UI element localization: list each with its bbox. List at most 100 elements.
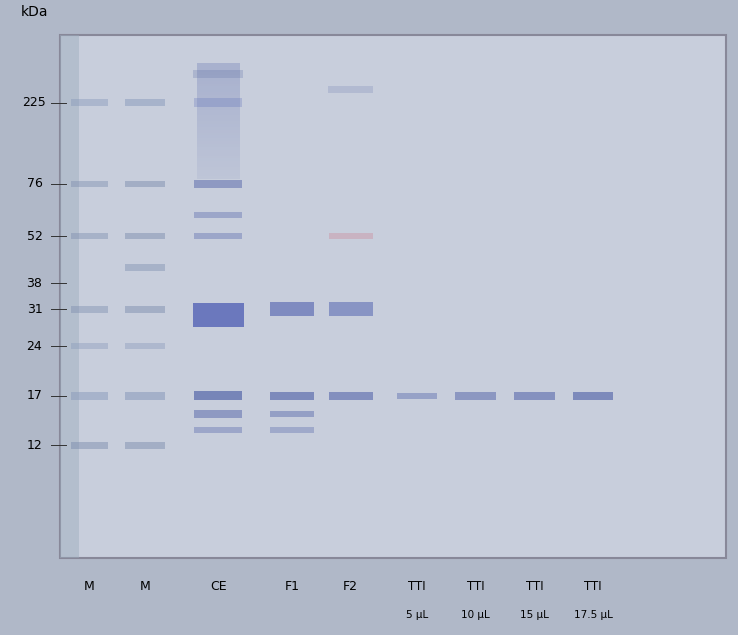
Text: M: M — [139, 580, 150, 593]
Text: 15 μL: 15 μL — [520, 610, 549, 620]
Bar — [194, 410, 242, 418]
Bar — [125, 181, 165, 187]
Bar — [72, 443, 108, 448]
Bar — [197, 69, 240, 72]
Bar — [270, 411, 314, 417]
Text: 38: 38 — [27, 277, 42, 290]
Bar — [194, 212, 242, 218]
Bar — [197, 75, 240, 78]
Bar — [72, 181, 108, 187]
Text: kDa: kDa — [21, 5, 48, 19]
Text: M: M — [84, 580, 95, 593]
Bar — [197, 152, 240, 156]
Bar — [72, 233, 108, 239]
Bar — [197, 92, 240, 95]
Bar — [197, 98, 240, 101]
Text: 17: 17 — [27, 389, 42, 402]
Bar — [270, 302, 314, 316]
Bar — [125, 305, 165, 313]
Bar — [573, 392, 613, 400]
Bar — [72, 392, 108, 400]
Bar — [197, 112, 240, 116]
Bar — [72, 99, 108, 107]
Text: 10 μL: 10 μL — [461, 610, 490, 620]
Bar — [197, 167, 240, 170]
Bar — [197, 170, 240, 173]
Bar — [328, 302, 373, 316]
Bar — [197, 66, 240, 69]
Bar — [396, 392, 437, 399]
Bar — [194, 391, 242, 401]
Bar — [194, 180, 242, 187]
Bar — [194, 233, 242, 239]
Bar — [197, 118, 240, 121]
Bar — [197, 116, 240, 118]
Bar — [197, 121, 240, 124]
Text: TTI: TTI — [525, 580, 543, 593]
Text: 5 μL: 5 μL — [406, 610, 428, 620]
Bar — [270, 427, 314, 433]
Text: 52: 52 — [27, 230, 42, 243]
Bar — [125, 99, 165, 107]
Bar — [197, 156, 240, 159]
Bar — [197, 95, 240, 98]
Bar — [61, 35, 78, 558]
Bar — [125, 264, 165, 271]
Bar — [328, 392, 373, 400]
Bar — [197, 104, 240, 107]
Bar — [197, 141, 240, 144]
Bar — [197, 135, 240, 138]
Text: TTI: TTI — [584, 580, 602, 593]
Text: 76: 76 — [27, 177, 42, 190]
Bar — [197, 86, 240, 90]
Text: 225: 225 — [23, 97, 46, 109]
Bar — [197, 161, 240, 164]
Bar — [125, 343, 165, 349]
Bar — [270, 392, 314, 400]
Bar — [328, 233, 373, 239]
Bar — [197, 176, 240, 178]
Bar — [197, 130, 240, 133]
Bar — [194, 98, 242, 107]
Bar — [197, 72, 240, 75]
Bar — [125, 233, 165, 239]
Text: 31: 31 — [27, 303, 42, 316]
Text: TTI: TTI — [467, 580, 484, 593]
Bar — [197, 150, 240, 152]
Bar — [197, 90, 240, 92]
Bar — [197, 81, 240, 84]
Bar — [72, 305, 108, 313]
Bar — [125, 392, 165, 400]
Text: F2: F2 — [343, 580, 358, 593]
Bar — [514, 392, 555, 399]
Text: CE: CE — [210, 580, 227, 593]
Bar — [197, 138, 240, 141]
Bar — [197, 107, 240, 109]
Bar — [125, 443, 165, 448]
Bar — [328, 86, 373, 93]
Bar — [197, 109, 240, 112]
Text: TTI: TTI — [408, 580, 426, 593]
Bar — [197, 64, 240, 66]
Bar — [194, 427, 242, 433]
Bar — [197, 164, 240, 167]
Bar — [197, 124, 240, 127]
Text: 12: 12 — [27, 439, 42, 452]
Bar — [72, 343, 108, 349]
Bar — [197, 84, 240, 86]
Bar — [193, 303, 244, 326]
Bar — [197, 144, 240, 147]
Bar — [197, 173, 240, 176]
Bar — [197, 159, 240, 161]
Bar — [455, 392, 496, 399]
Text: 17.5 μL: 17.5 μL — [574, 610, 613, 620]
Text: F1: F1 — [284, 580, 300, 593]
Bar — [197, 78, 240, 81]
Bar — [61, 35, 725, 558]
Bar — [193, 70, 244, 77]
Bar — [197, 127, 240, 130]
Text: 24: 24 — [27, 340, 42, 352]
Bar — [197, 101, 240, 104]
Bar — [197, 133, 240, 135]
Bar — [197, 147, 240, 150]
